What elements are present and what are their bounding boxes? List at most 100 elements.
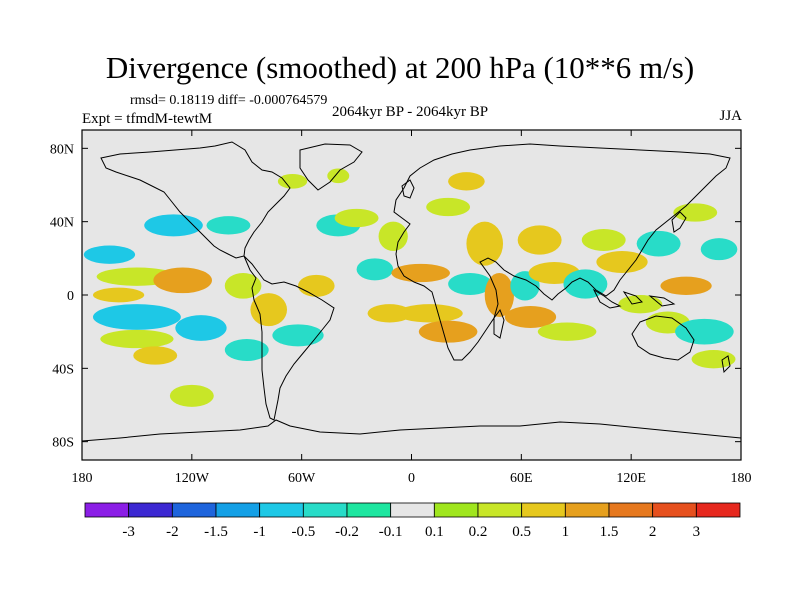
coastline-australia	[631, 315, 695, 361]
coastline-british-isles	[401, 179, 415, 199]
y-tick-label: 40N	[50, 216, 74, 231]
season-label: JJA	[719, 108, 742, 124]
field-blob	[660, 276, 712, 296]
coastline-antarctica	[82, 419, 741, 442]
field-blob	[675, 318, 734, 345]
field-blob	[691, 350, 736, 369]
colorbar-swatch	[302, 502, 348, 518]
field-blob	[537, 322, 597, 341]
map-background	[82, 130, 741, 460]
coastline-maritime-continent	[592, 288, 676, 309]
colorbar-label: 0.1	[425, 524, 444, 540]
colorbar-swatch	[564, 502, 610, 518]
field-blob	[100, 329, 174, 349]
coastline-new-zealand	[721, 355, 731, 374]
colorbar-swatch	[390, 502, 435, 518]
colorbar-label: -0.5	[291, 524, 315, 540]
x-tick-label: 120E	[616, 471, 646, 486]
colorbar-swatch	[215, 502, 261, 518]
field-blob	[448, 172, 485, 191]
x-tick-label: 120W	[175, 471, 210, 486]
field-blob	[169, 384, 214, 407]
axis-ticks: 180 120W 60W 0 60E 120E 180 80N 40N 0 40S 80S	[50, 130, 752, 486]
x-tick-label: 60E	[510, 471, 533, 486]
field-blob	[636, 230, 681, 257]
plot-title: Divergence (smoothed) at 200 hPa (10**6 …	[105, 50, 695, 85]
coastline-north-america	[100, 141, 291, 259]
colorbar-label: 0.2	[469, 524, 488, 540]
colorbar-label: 1	[562, 524, 570, 540]
colorbar-label: 1.5	[600, 524, 619, 540]
coastline-south-america	[243, 255, 335, 421]
field-blob	[700, 238, 738, 261]
colorbar-swatch	[521, 502, 566, 518]
field-blob	[206, 216, 251, 235]
y-tick-label: 0	[67, 289, 74, 304]
field-blob	[133, 346, 178, 365]
field-blob	[298, 274, 335, 297]
field-blob	[581, 229, 626, 251]
colorbar-swatch	[84, 502, 130, 518]
stats-text: rmsd= 0.18119 diff= -0.000764579	[130, 93, 328, 108]
colorbar-swatch	[695, 502, 741, 518]
field-blob	[224, 339, 269, 361]
field-blob	[175, 315, 227, 341]
field-blob	[517, 225, 562, 255]
divergence-field	[83, 168, 738, 407]
colorbar-swatch	[608, 502, 654, 518]
field-blob	[92, 304, 181, 330]
x-tick-label: 180	[731, 471, 752, 486]
coastline-madagascar	[493, 308, 505, 339]
field-blob	[378, 221, 408, 251]
colorbar-swatch	[652, 502, 697, 518]
field-blob	[448, 273, 493, 295]
colorbar-label: -1.5	[204, 524, 228, 540]
colorbar-label: 0.5	[512, 524, 531, 540]
coastline-japan	[671, 211, 687, 233]
colorbar-label: -1	[253, 524, 266, 540]
field-blob	[596, 251, 648, 273]
colorbar-swatch	[477, 502, 523, 518]
colorbar: -3 -2 -1.5 -1 -0.5 -0.2 -0.1 0.1 0.2 0.5 1 1.5 2 3	[84, 502, 741, 540]
colorbar-swatch	[171, 502, 217, 518]
experiment-label: Expt = tfmdM-tewtM	[82, 111, 213, 127]
field-blob	[250, 293, 288, 327]
x-tick-label: 60W	[288, 471, 316, 486]
x-tick-label: 180	[72, 471, 93, 486]
colorbar-swatch	[128, 502, 173, 518]
colorbar-label: 2	[649, 524, 657, 540]
field-blob	[504, 306, 557, 328]
coastline-greenland	[299, 143, 363, 191]
y-tick-label: 40S	[52, 362, 74, 377]
x-tick-label: 0	[408, 471, 415, 486]
y-tick-label: 80S	[52, 436, 74, 451]
field-blob	[83, 245, 136, 264]
field-blob	[356, 258, 394, 281]
period-label: 2064kyr BP - 2064kyr BP	[331, 104, 489, 120]
field-blob	[618, 295, 663, 314]
colorbar-label: -3	[122, 524, 135, 540]
field-blob	[466, 221, 504, 266]
field-blob	[327, 168, 350, 184]
colorbar-label: -0.2	[335, 524, 359, 540]
colorbar-label: -2	[166, 524, 179, 540]
field-blob	[396, 304, 463, 323]
coastlines	[82, 141, 741, 442]
field-blob	[224, 273, 262, 299]
colorbar-swatch	[346, 502, 392, 518]
coastline-eurasia-africa	[393, 143, 731, 361]
field-blob	[92, 287, 145, 303]
field-blob	[426, 197, 471, 217]
field-blob	[391, 263, 450, 283]
field-blob	[484, 273, 515, 317]
colorbar-swatch	[259, 502, 304, 518]
colorbar-swatch	[433, 502, 479, 518]
field-blob	[153, 267, 212, 294]
colorbar-label: -0.1	[379, 524, 403, 540]
field-blob	[277, 174, 308, 189]
field-blob	[367, 304, 412, 323]
y-tick-label: 80N	[50, 142, 74, 157]
field-blob	[418, 320, 478, 343]
field-blob	[272, 324, 324, 347]
